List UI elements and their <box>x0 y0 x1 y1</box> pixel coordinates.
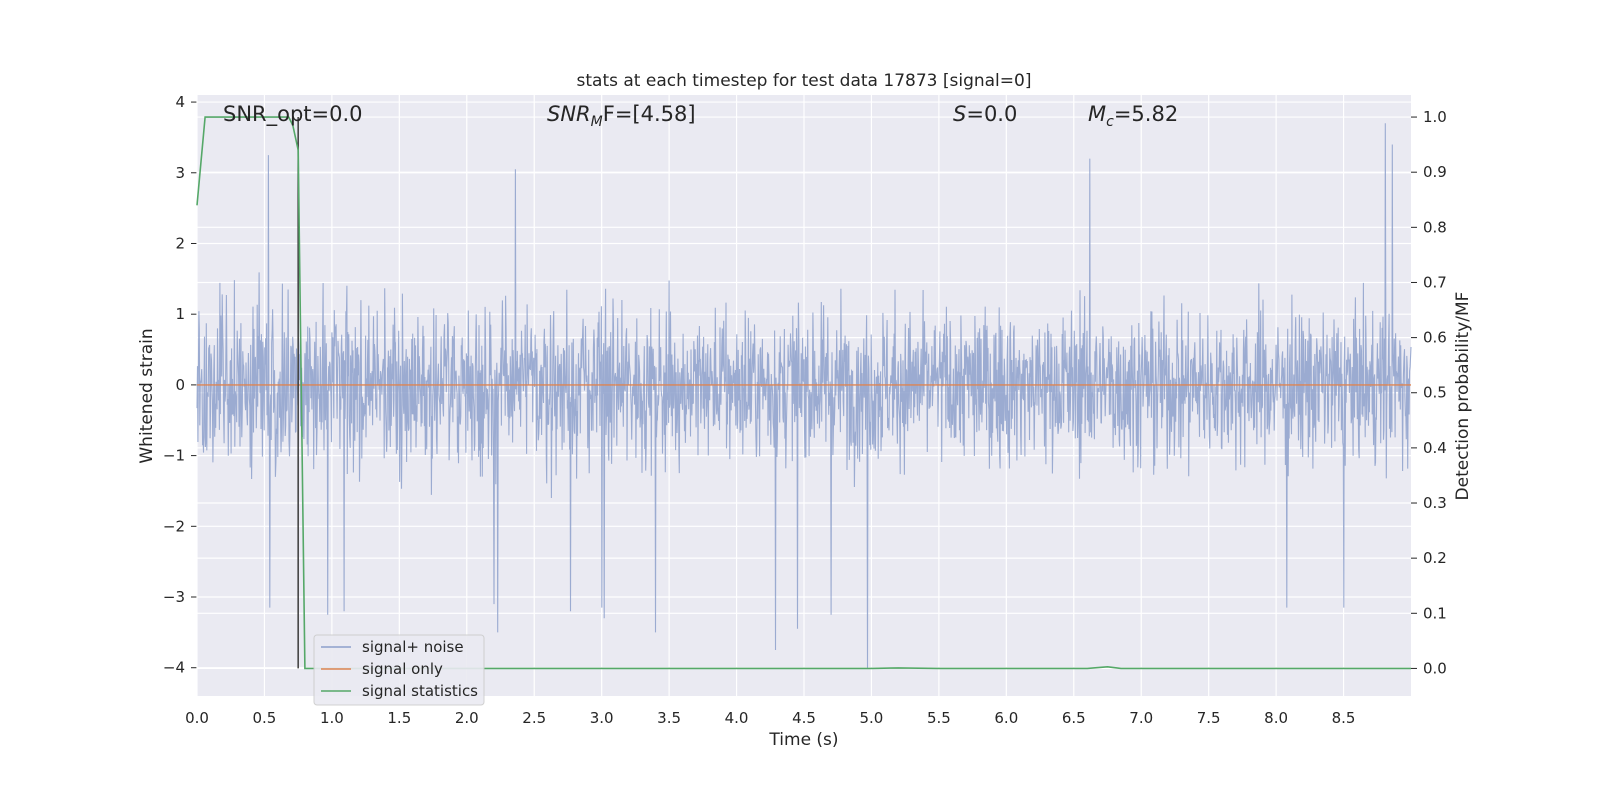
y2-tick-label: 1.0 <box>1423 108 1447 126</box>
y-tick-label: −2 <box>163 517 185 535</box>
legend-box <box>313 634 485 706</box>
series-line-signal-statistics <box>196 116 1411 670</box>
x-tick-label: 6.0 <box>994 709 1018 727</box>
y-axis-label: Whitened strain <box>137 328 157 463</box>
y-tick-label: −1 <box>163 447 185 465</box>
y2-axis-label: Detection probability/MF <box>1453 292 1473 501</box>
annotation-snr-mf-tail: F=[4.58] <box>603 102 696 126</box>
x-tick-label: 8.5 <box>1332 709 1356 727</box>
annotation-mc-sub: c <box>1106 114 1114 130</box>
x-tick-label: 8.0 <box>1264 709 1288 727</box>
x-tick-label: 7.5 <box>1197 709 1221 727</box>
x-tick-label: 1.5 <box>387 709 411 727</box>
annotation-mc: Mc=5.82 <box>1088 102 1178 130</box>
annotation-snr-mf-main: SNR <box>547 102 591 126</box>
x-tick-label: 5.0 <box>860 709 884 727</box>
x-tick-labels: 0.0 0.5 1.0 1.5 2.0 2.5 3.0 3.5 4.0 4.5 5.0 5.5 6.0 6… <box>185 709 1355 727</box>
x-tick-label: 1.0 <box>320 709 344 727</box>
annotation-s-main: S <box>953 102 966 126</box>
x-tick-label: 7.0 <box>1129 709 1153 727</box>
y-tick-label: 3 <box>175 164 185 182</box>
annotation-s: S=0.0 <box>953 102 1017 126</box>
y2-tick-label: 0.4 <box>1423 439 1447 457</box>
legend-label-signal-noise: signal+ noise <box>362 638 464 656</box>
annotation-snr-opt: SNR_opt=0.0 <box>223 102 363 127</box>
x-tick-label: 3.5 <box>657 709 681 727</box>
x-tick-label: 4.0 <box>725 709 749 727</box>
y-tick-labels: 4 3 2 1 0 −1 −2 −3 −4 <box>163 93 185 677</box>
x-tick-label: 4.5 <box>792 709 816 727</box>
y2-tick-label: 0.8 <box>1423 218 1447 236</box>
y2-tick-label: 0.3 <box>1423 494 1447 512</box>
x-tick-label: 6.5 <box>1062 709 1086 727</box>
y-tick-label: 0 <box>175 376 185 394</box>
y-tick-label: 2 <box>175 234 185 252</box>
x-tick-label: 3.0 <box>590 709 614 727</box>
series-signal-statistics <box>196 116 1411 670</box>
y-tick-label: −4 <box>163 659 185 677</box>
series-signal-noise <box>196 123 1412 668</box>
legend: signal+ noise signal only signal statist… <box>313 634 485 706</box>
legend-label-signal-only: signal only <box>362 660 443 678</box>
legend-label-signal-statistics: signal statistics <box>362 682 478 700</box>
annotation-snr-mf-sub: M <box>591 114 603 130</box>
chart-title: stats at each timestep for test data 178… <box>577 71 1032 91</box>
series-line-signal-noise <box>196 123 1412 668</box>
annotation-snr-mf: SNRMF=[4.58] <box>547 102 696 130</box>
x-tick-label: 5.5 <box>927 709 951 727</box>
y2-tick-label: 0.0 <box>1423 659 1447 677</box>
y2-tick-label: 0.7 <box>1423 273 1447 291</box>
x-axis-label: Time (s) <box>768 730 838 750</box>
y2-tick-labels: 1.0 0.9 0.8 0.7 0.6 0.5 0.4 0.3 0.2 0.1 0.0 <box>1423 108 1447 677</box>
annotation-mc-tail: =5.82 <box>1114 102 1178 126</box>
annotation-mc-main: M <box>1088 102 1106 126</box>
y2-tick-label: 0.9 <box>1423 163 1447 181</box>
y2-tick-label: 0.1 <box>1423 604 1447 622</box>
y2-tick-label: 0.5 <box>1423 384 1447 402</box>
x-tick-label: 0.0 <box>185 709 209 727</box>
y-tick-label: 4 <box>175 93 185 111</box>
y2-tick-label: 0.2 <box>1423 549 1447 567</box>
x-tick-label: 2.5 <box>522 709 546 727</box>
y-tick-label: 1 <box>175 305 185 323</box>
x-tick-label: 0.5 <box>253 709 277 727</box>
y-tick-label: −3 <box>163 588 185 606</box>
y2-tick-label: 0.6 <box>1423 329 1447 347</box>
annotation-s-tail: =0.0 <box>966 102 1017 126</box>
x-tick-label: 2.0 <box>455 709 479 727</box>
